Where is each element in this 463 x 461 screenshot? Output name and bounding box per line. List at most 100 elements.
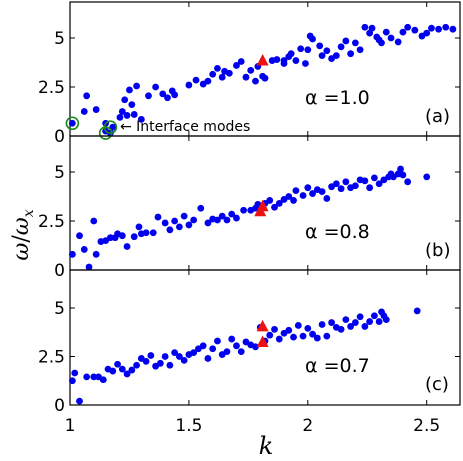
data-point	[233, 342, 240, 350]
data-point	[318, 188, 326, 196]
data-point	[137, 115, 145, 123]
data-point	[356, 46, 364, 54]
data-point	[275, 335, 283, 343]
data-point	[90, 373, 98, 381]
y-axis-label-subsymbol: ω	[9, 217, 34, 235]
data-point	[126, 86, 133, 94]
data-point	[118, 365, 126, 373]
data-point	[156, 359, 164, 367]
data-point	[71, 369, 79, 377]
data-point	[366, 184, 374, 192]
data-point	[204, 355, 212, 362]
alpha-label: α =1.0	[305, 87, 370, 109]
data-point	[228, 210, 236, 218]
data-point	[218, 212, 226, 220]
data-point	[309, 330, 316, 338]
panel-label: (b)	[425, 240, 450, 261]
data-point	[309, 190, 316, 197]
data-point	[180, 212, 188, 220]
data-point	[399, 171, 407, 179]
data-point	[80, 108, 88, 115]
data-point	[116, 113, 124, 121]
data-point	[404, 178, 412, 186]
data-point	[123, 112, 131, 119]
data-point	[275, 199, 283, 207]
data-point	[411, 26, 419, 34]
data-point	[83, 92, 91, 100]
data-point	[228, 335, 236, 343]
data-point	[280, 57, 288, 64]
data-point	[290, 197, 297, 204]
data-point	[149, 229, 157, 237]
data-point	[225, 69, 233, 77]
y-axis-label-slash: /	[9, 235, 34, 243]
data-point	[123, 243, 131, 250]
data-point	[266, 197, 274, 204]
alpha-label: α =0.7	[305, 355, 370, 377]
data-point	[154, 213, 162, 221]
y-tick-label: 2.5	[38, 212, 65, 232]
data-point	[332, 180, 340, 188]
data-point	[218, 73, 226, 81]
data-point	[214, 64, 221, 72]
data-point	[423, 173, 431, 181]
data-point	[147, 352, 155, 359]
data-point	[92, 250, 100, 258]
data-point	[171, 217, 179, 225]
data-point	[294, 322, 302, 329]
data-point	[107, 234, 114, 242]
data-point	[375, 318, 383, 325]
y-tick-label: 5	[54, 163, 65, 183]
data-point	[271, 325, 278, 333]
data-point	[442, 23, 450, 31]
highlight-triangle	[256, 199, 269, 212]
data-point	[423, 29, 431, 37]
data-point	[192, 76, 200, 84]
data-point	[399, 28, 407, 36]
data-point	[382, 28, 390, 36]
data-point	[76, 232, 83, 240]
data-point	[342, 178, 350, 186]
panel-frame	[69, 269, 461, 406]
data-point	[261, 74, 269, 82]
y-tick-label: 2.5	[38, 78, 65, 98]
data-point	[135, 223, 143, 231]
y-tick-label: 2.5	[38, 348, 65, 368]
data-point	[337, 43, 345, 51]
data-point	[185, 81, 193, 89]
data-point	[347, 323, 355, 330]
data-point	[370, 174, 378, 182]
data-point	[302, 60, 309, 67]
data-point	[435, 25, 442, 33]
data-point	[252, 343, 259, 351]
data-point	[68, 250, 76, 258]
data-point	[337, 325, 345, 333]
data-point	[90, 217, 98, 225]
data-point	[233, 214, 240, 222]
data-point	[152, 83, 160, 91]
data-point	[185, 221, 193, 229]
panel-2: 0 2.5 5 α =0.8 (b)	[38, 135, 461, 281]
data-point	[83, 373, 91, 381]
data-point	[109, 367, 117, 375]
panel-3: 1 1.5 2 2.5 0 2.5 5 α =0.7 (c)	[38, 269, 461, 436]
data-point	[323, 47, 331, 55]
data-point	[304, 184, 312, 192]
panel-1: 0 2.5 5 α =1.0 (a)	[38, 1, 461, 147]
data-point	[166, 361, 174, 369]
data-point	[214, 337, 221, 345]
data-point	[237, 348, 245, 356]
data-point	[180, 356, 188, 364]
y-axis-label: ω/ωx	[9, 209, 37, 260]
data-point	[142, 229, 150, 237]
data-point	[197, 204, 205, 212]
data-point	[404, 23, 412, 31]
data-point	[342, 316, 350, 324]
data-point	[292, 57, 300, 64]
data-point	[368, 24, 376, 32]
data-point	[161, 353, 169, 360]
data-point	[166, 226, 174, 234]
data-point	[361, 23, 369, 31]
data-point	[164, 94, 171, 102]
data-point	[214, 216, 221, 224]
